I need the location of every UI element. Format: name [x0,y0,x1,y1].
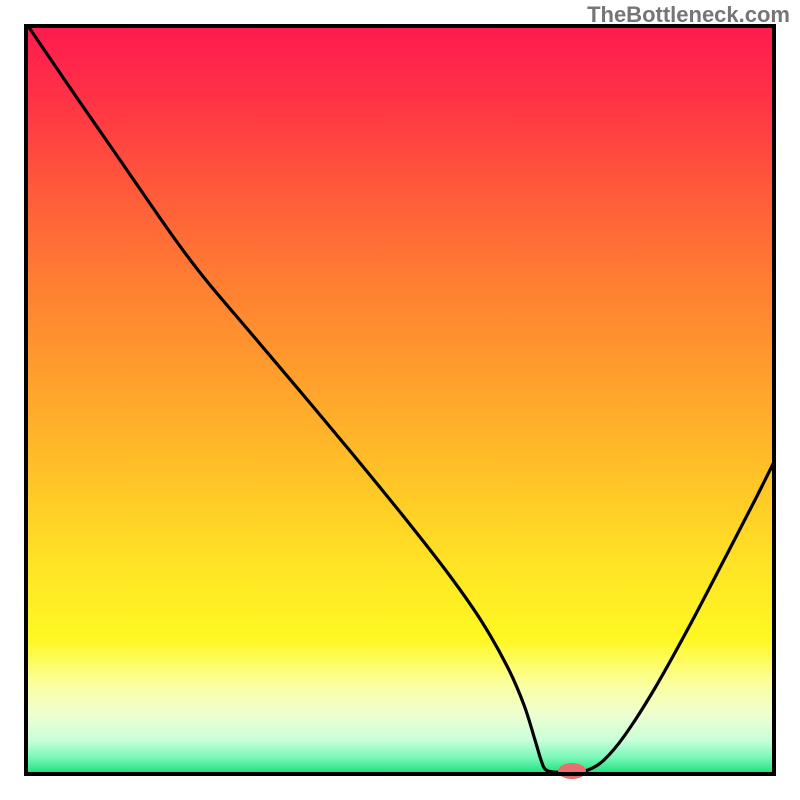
optimal-point-marker [558,763,586,779]
gradient-background [26,26,774,774]
chart-svg [0,0,800,800]
watermark-text: TheBottleneck.com [587,2,790,28]
bottleneck-chart: TheBottleneck.com [0,0,800,800]
